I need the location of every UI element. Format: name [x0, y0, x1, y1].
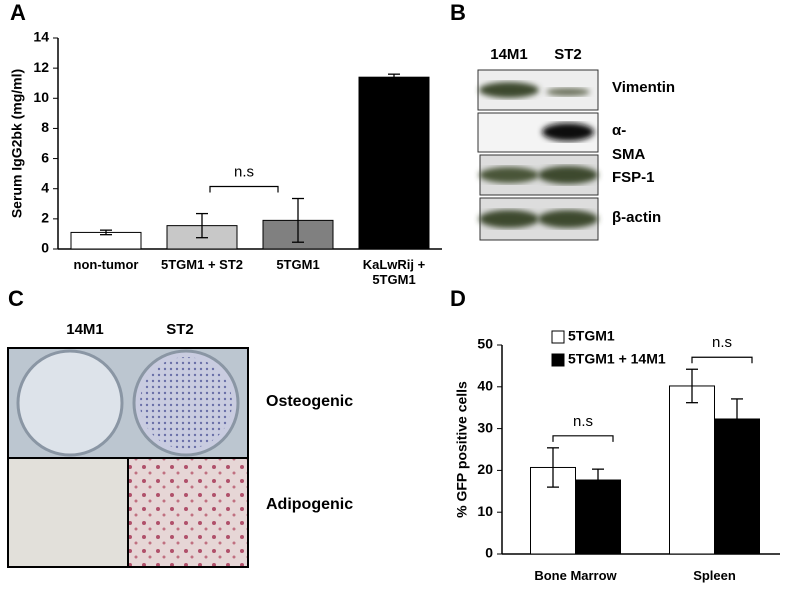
x-tick-label: Bone Marrow: [534, 568, 617, 583]
x-tick-label: non-tumor: [73, 257, 139, 272]
x-tick-label: Spleen: [693, 568, 736, 583]
legend-label: 5TGM1: [568, 328, 615, 344]
significance-bracket: [209, 185, 279, 193]
annotation: n.s: [573, 413, 593, 430]
lane-label: 14M1: [66, 321, 104, 338]
panel-letter: B: [450, 0, 466, 25]
y-tick-label: 30: [477, 419, 493, 435]
lane-label: ST2: [554, 46, 582, 63]
y-tick-label: 10: [33, 89, 49, 105]
panel-letter: A: [10, 0, 26, 25]
x-label-box: KaLwRij + 5TGM1: [362, 257, 426, 287]
legend-swatch: [551, 330, 565, 344]
y-tick-label: 40: [477, 378, 493, 394]
x-tick-label: 5TGM1 + ST2: [161, 257, 243, 272]
y-tick-label: 14: [33, 29, 49, 45]
row-label: Adipogenic: [266, 496, 353, 513]
y-tick-label: 50: [477, 336, 493, 352]
x-label-box: 5TGM1 + ST2: [161, 257, 243, 272]
bar: [575, 479, 621, 555]
lane-label: ST2: [166, 321, 194, 338]
significance-bracket: [691, 356, 753, 364]
blot-label: α-SMA: [612, 122, 646, 163]
blot: [477, 69, 599, 241]
legend-label: 5TGM1 + 14M1: [568, 351, 666, 367]
x-label-box: non-tumor: [73, 257, 139, 272]
x-label-box: Spleen: [693, 568, 736, 583]
bar: [669, 385, 715, 555]
y-tick-label: 10: [477, 503, 493, 519]
y-tick-label: 12: [33, 59, 49, 75]
blot-label: Vimentin: [612, 79, 676, 96]
annotation: n.s: [712, 334, 732, 351]
y-tick-label: 8: [41, 119, 49, 135]
x-tick-label: KaLwRij + 5TGM1: [362, 257, 426, 287]
y-tick-label: 0: [485, 545, 493, 561]
culture-image: [7, 347, 249, 568]
row-label: Osteogenic: [266, 393, 353, 410]
x-label-box: Bone Marrow: [534, 568, 617, 583]
x-label-box: 5TGM1: [276, 257, 320, 272]
legend-swatch: [551, 353, 565, 367]
bar: [358, 76, 430, 250]
blot-label: FSP-1: [612, 169, 655, 186]
y-tick-label: 4: [41, 179, 49, 195]
lane-label: 14M1: [490, 46, 528, 63]
blot-label: β-actin: [612, 209, 662, 226]
annotation: n.s: [234, 163, 254, 180]
y-tick-label: 20: [477, 461, 493, 477]
y-tick-label: 6: [41, 149, 49, 165]
x-tick-label: 5TGM1: [276, 257, 320, 272]
y-axis-title: Serum IgG2bk (mg/ml): [9, 69, 25, 218]
bar: [714, 418, 760, 555]
y-tick-label: 2: [41, 210, 49, 226]
y-axis-title: % GFP positive cells: [454, 381, 470, 518]
panel-letter: D: [450, 286, 466, 311]
significance-bracket: [552, 435, 614, 442]
panel-letter: C: [8, 286, 24, 311]
y-tick-label: 0: [41, 240, 49, 256]
